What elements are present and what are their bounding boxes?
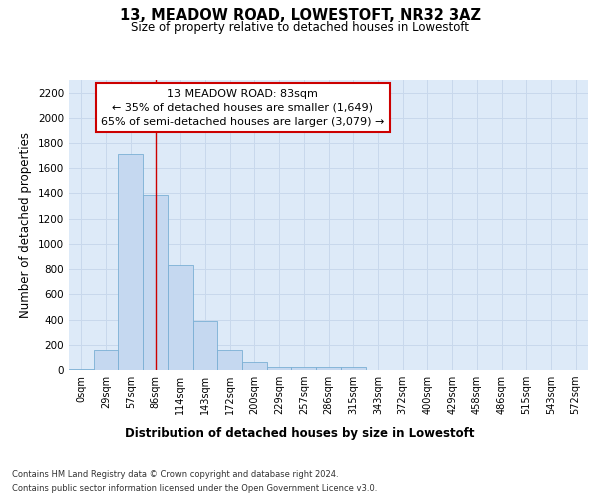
Bar — [316, 368, 341, 370]
Bar — [94, 350, 118, 370]
Text: 13, MEADOW ROAD, LOWESTOFT, NR32 3AZ: 13, MEADOW ROAD, LOWESTOFT, NR32 3AZ — [119, 8, 481, 22]
Y-axis label: Number of detached properties: Number of detached properties — [19, 132, 32, 318]
Bar — [118, 154, 143, 370]
Bar — [242, 362, 267, 370]
Text: 13 MEADOW ROAD: 83sqm
← 35% of detached houses are smaller (1,649)
65% of semi-d: 13 MEADOW ROAD: 83sqm ← 35% of detached … — [101, 88, 385, 126]
Bar — [292, 368, 316, 370]
Text: Distribution of detached houses by size in Lowestoft: Distribution of detached houses by size … — [125, 428, 475, 440]
Text: Contains public sector information licensed under the Open Government Licence v3: Contains public sector information licen… — [12, 484, 377, 493]
Bar — [193, 322, 217, 370]
Bar — [341, 367, 365, 370]
Text: Contains HM Land Registry data © Crown copyright and database right 2024.: Contains HM Land Registry data © Crown c… — [12, 470, 338, 479]
Bar — [69, 368, 94, 370]
Bar — [217, 350, 242, 370]
Bar — [267, 367, 292, 370]
Bar — [168, 266, 193, 370]
Text: Size of property relative to detached houses in Lowestoft: Size of property relative to detached ho… — [131, 21, 469, 34]
Bar — [143, 194, 168, 370]
